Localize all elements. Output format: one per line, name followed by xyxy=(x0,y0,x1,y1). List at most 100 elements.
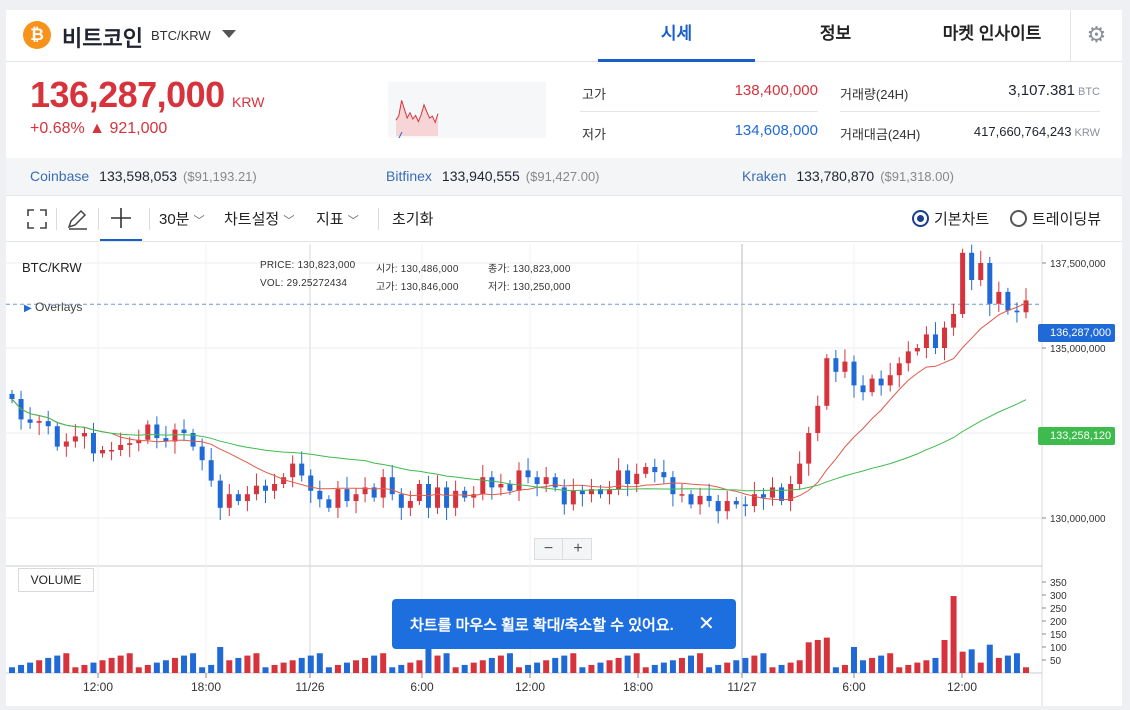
volume-label: 거래량(24H) xyxy=(840,87,909,102)
x-tick-label: 12:00 xyxy=(515,680,545,694)
coin-selector-caret-icon[interactable] xyxy=(222,30,236,38)
indicators-select[interactable]: 지표 ﹀ xyxy=(316,208,359,229)
x-tick-label: 6:00 xyxy=(842,680,866,694)
x-tick-label: 11/27 xyxy=(727,680,756,694)
bitcoin-logo-icon: ₿ xyxy=(23,21,51,49)
ohlc-info-low: 저가: 130,250,000 xyxy=(488,278,571,293)
volume-bar xyxy=(932,657,939,673)
volume-bar xyxy=(506,653,513,673)
volume-bar xyxy=(434,655,441,673)
candle-body xyxy=(634,473,640,484)
chevron-down-icon: ﹀ xyxy=(283,215,295,227)
candle-body xyxy=(905,351,911,364)
candle-body xyxy=(969,252,975,280)
volume-bar xyxy=(787,662,794,673)
exchange-coinbase[interactable]: Coinbase 133,598,053 ($91,193.21) xyxy=(30,168,257,184)
price-chart[interactable]: 137,500,000135,000,000132,500,000130,000… xyxy=(6,244,1122,706)
close-icon[interactable]: ✕ xyxy=(698,613,715,635)
volume-bar xyxy=(190,653,197,673)
tab-info[interactable]: 정보 xyxy=(819,24,852,43)
candle-body xyxy=(552,477,558,488)
candle-body xyxy=(480,477,486,495)
chart-settings-select[interactable]: 차트설정 ﹀ xyxy=(224,208,294,229)
volume-bar xyxy=(823,637,830,673)
exchange-price: 133,598,053 xyxy=(99,168,178,184)
ma-long-line xyxy=(11,398,1027,492)
volume-bar xyxy=(606,660,613,673)
candle-body xyxy=(851,361,857,386)
volume-bar xyxy=(63,653,70,673)
candle-body xyxy=(163,438,169,442)
candle-body xyxy=(272,484,278,491)
chevron-down-icon: ﹀ xyxy=(193,215,205,227)
zoom-out-button[interactable]: − xyxy=(535,539,563,559)
candle-body xyxy=(63,441,69,447)
candle-body xyxy=(833,358,839,372)
fullscreen-icon[interactable] xyxy=(26,208,48,230)
candle-body xyxy=(45,421,51,427)
y-tick-label: 137,500,000 xyxy=(1050,259,1106,270)
tradingview-label[interactable]: 트레이딩뷰 xyxy=(1032,211,1102,228)
zoom-in-button[interactable]: + xyxy=(573,540,583,557)
basic-chart-radio[interactable] xyxy=(912,210,929,227)
volume-bar xyxy=(135,667,142,673)
tab-market-insight[interactable]: 마켓 인사이트 xyxy=(942,24,1042,43)
info-label: PRICE: xyxy=(260,260,295,271)
volume-bar xyxy=(615,657,622,673)
candle-body xyxy=(516,470,522,491)
reset-button[interactable]: 초기화 xyxy=(392,211,434,228)
tab-market-price[interactable]: 시세 xyxy=(598,10,755,62)
volume-value: 3,107.381 BTC xyxy=(1008,82,1100,99)
candle-body xyxy=(697,495,703,505)
tradingview-radio[interactable] xyxy=(1010,210,1027,227)
ohlc-info-open: 시가: 130,486,000 xyxy=(376,260,459,275)
overlays-toggle[interactable]: ▶ Overlays xyxy=(24,300,82,314)
basic-chart-label[interactable]: 기본차트 xyxy=(934,211,990,228)
candle-body xyxy=(869,378,875,393)
candle-body xyxy=(788,484,794,501)
ohlc-info-close: 종가: 130,823,000 xyxy=(488,260,571,275)
volume-bar xyxy=(561,655,568,673)
indicators-label: 지표 xyxy=(316,211,344,228)
x-tick-label: 11/26 xyxy=(295,680,324,694)
candle-body xyxy=(1014,310,1020,313)
candle-body xyxy=(543,477,549,484)
candle-body xyxy=(715,501,721,512)
exchange-bitfinex[interactable]: Bitfinex 133,940,555 ($91,427.00) xyxy=(386,168,600,184)
trade-amount-unit: KRW xyxy=(1074,127,1100,139)
interval-select[interactable]: 30분 ﹀ xyxy=(159,208,205,229)
volume-bar xyxy=(678,657,685,673)
volume-bar xyxy=(724,662,731,673)
volume-bar xyxy=(941,639,948,673)
toolbar-divider xyxy=(149,208,150,230)
volume-bar xyxy=(742,657,749,673)
price-unit: KRW xyxy=(232,94,265,110)
volume-bar xyxy=(371,655,378,673)
zoom-hint-toast: 차트를 마우스 휠로 확대/축소할 수 있어요. ✕ xyxy=(392,599,736,649)
volume-bar xyxy=(18,664,25,673)
candle-body xyxy=(407,501,413,508)
volume-bar xyxy=(271,664,278,673)
volume-bar xyxy=(832,667,839,673)
info-label: 시가: xyxy=(376,264,398,275)
candle-body xyxy=(9,393,15,399)
candle-body xyxy=(597,489,603,495)
exchange-price: 133,780,870 xyxy=(796,168,875,184)
volume-bar xyxy=(751,655,758,673)
volume-bar xyxy=(325,667,332,673)
volume-bar xyxy=(298,657,305,673)
vol-tick-label: 50 xyxy=(1050,656,1062,667)
chevron-down-icon: ﹀ xyxy=(347,215,359,227)
candle-body xyxy=(435,487,441,508)
pencil-icon[interactable] xyxy=(66,208,90,230)
candle-body xyxy=(136,439,142,444)
crosshair-icon[interactable] xyxy=(110,207,132,229)
exchange-kraken[interactable]: Kraken 133,780,870 ($91,318.00) xyxy=(742,168,954,184)
volume-bar xyxy=(488,657,495,673)
candle-body xyxy=(806,433,812,464)
volume-bar xyxy=(199,667,206,673)
exchange-usd: ($91,318.00) xyxy=(880,169,954,184)
vol-tick-label: 100 xyxy=(1050,643,1067,654)
info-label: 종가: xyxy=(488,264,510,275)
gear-icon[interactable]: ⚙ xyxy=(1070,10,1122,62)
